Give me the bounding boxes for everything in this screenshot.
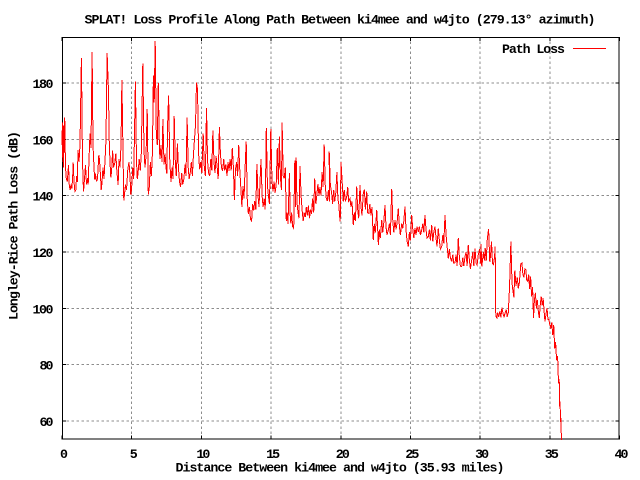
- svg-text:25: 25: [405, 447, 419, 462]
- svg-text:5: 5: [130, 447, 138, 462]
- svg-text:Path Loss: Path Loss: [502, 42, 565, 57]
- svg-text:100: 100: [33, 302, 54, 317]
- svg-text:0: 0: [60, 447, 68, 462]
- svg-text:180: 180: [33, 77, 54, 92]
- svg-text:60: 60: [40, 415, 54, 430]
- svg-text:30: 30: [475, 447, 489, 462]
- svg-text:120: 120: [33, 246, 54, 261]
- svg-text:40: 40: [615, 447, 629, 462]
- svg-text:10: 10: [196, 447, 210, 462]
- svg-text:80: 80: [40, 359, 54, 374]
- svg-text:SPLAT! Loss Profile Along Path: SPLAT! Loss Profile Along Path Between k…: [85, 13, 596, 28]
- svg-text:Distance Between ki4mee and w4: Distance Between ki4mee and w4jto (35.93…: [176, 461, 505, 476]
- svg-text:20: 20: [336, 447, 350, 462]
- svg-text:140: 140: [33, 190, 54, 205]
- svg-text:35: 35: [545, 447, 559, 462]
- svg-text:15: 15: [266, 447, 280, 462]
- svg-text:Longley-Rice Path Loss (dB): Longley-Rice Path Loss (dB): [7, 131, 22, 320]
- svg-text:160: 160: [33, 133, 54, 148]
